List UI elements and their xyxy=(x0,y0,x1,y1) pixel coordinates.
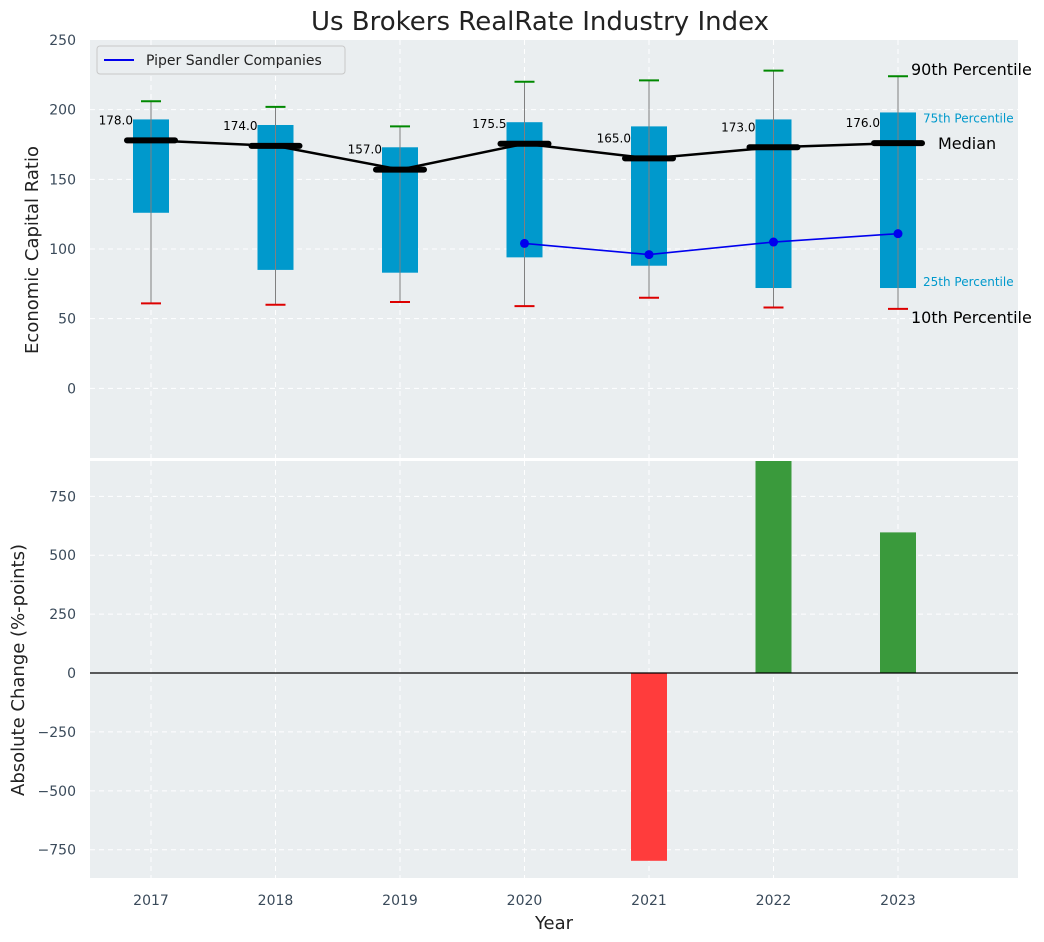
y-tick-label: 200 xyxy=(49,103,76,119)
y-tick-label: −250 xyxy=(38,725,76,741)
series-point xyxy=(520,238,529,248)
legend-box xyxy=(96,45,346,75)
median-value-label: 176.0 xyxy=(846,116,880,130)
median-value-label: 157.0 xyxy=(348,143,382,157)
y-tick-label: −500 xyxy=(38,784,76,800)
change-bars xyxy=(631,461,916,861)
median-value-label: 165.0 xyxy=(597,131,631,145)
x-tick-label: 2022 xyxy=(756,893,792,909)
bottom-panel-background xyxy=(90,461,1018,878)
series-line xyxy=(520,229,903,260)
annotation-p90: 90th Percentile xyxy=(911,60,1032,79)
bottom-y-ticks: −750 −500 −250 0 250 500 750 xyxy=(38,489,76,858)
percentile-annotations: 90th Percentile 75th Percentile Median 2… xyxy=(911,60,1032,327)
bottom-panel: −750 −500 −250 0 250 500 750 Absolute Change (… xyxy=(8,461,1018,878)
x-tick-label: 2017 xyxy=(133,893,169,909)
legend: Piper Sandler Companies xyxy=(96,45,346,75)
y-tick-label: 500 xyxy=(49,548,76,564)
bottom-y-axis-title: Absolute Change (%-points) xyxy=(8,544,29,796)
median-value-label: 174.0 xyxy=(223,119,257,133)
annotation-p10: 10th Percentile xyxy=(911,308,1032,327)
median-labels: 178.0 174.0 157.0 175.5 165.0 173.0 176.0 xyxy=(99,113,880,156)
y-tick-label: 250 xyxy=(49,607,76,623)
top-y-ticks: 0 50 100 150 200 250 xyxy=(49,33,76,397)
series-point xyxy=(644,250,654,260)
annotation-median: Median xyxy=(938,134,996,153)
y-tick-label: 150 xyxy=(49,172,76,188)
x-tick-label: 2020 xyxy=(507,893,543,909)
x-ticks: 2017 2018 2019 2020 2021 2022 2023 xyxy=(133,893,916,909)
top-panel: 0 50 100 150 200 250 178.0 174.0 157.0 175.5 165.… xyxy=(22,33,1032,458)
change-bar xyxy=(631,673,667,861)
y-tick-label: 50 xyxy=(58,312,76,328)
x-tick-label: 2021 xyxy=(631,893,667,909)
y-tick-label: 250 xyxy=(49,33,76,49)
median-value-label: 175.5 xyxy=(472,117,506,131)
annotation-p75: 75th Percentile xyxy=(923,111,1014,125)
x-tick-label: 2019 xyxy=(382,893,418,909)
chart-title: Us Brokers RealRate Industry Index xyxy=(311,7,769,37)
top-y-axis-title: Economic Capital Ratio xyxy=(22,146,43,354)
median-value-label: 173.0 xyxy=(721,120,755,134)
y-tick-label: −750 xyxy=(38,843,76,859)
median-value-label: 178.0 xyxy=(99,113,133,127)
x-tick-label: 2023 xyxy=(880,893,916,909)
y-tick-label: 750 xyxy=(49,489,76,505)
y-tick-label: 0 xyxy=(67,381,76,397)
series-point xyxy=(769,237,778,247)
series-point xyxy=(893,229,903,239)
x-axis-title: Year xyxy=(534,913,574,934)
change-bar xyxy=(755,461,792,674)
median-line xyxy=(124,137,925,173)
change-bar xyxy=(880,532,916,674)
y-tick-label: 100 xyxy=(49,242,76,258)
y-tick-label: 0 xyxy=(67,666,76,682)
x-tick-label: 2018 xyxy=(258,893,294,909)
series-line-path xyxy=(524,232,899,256)
annotation-p25: 25th Percentile xyxy=(923,275,1014,289)
legend-label: Piper Sandler Companies xyxy=(146,53,322,69)
